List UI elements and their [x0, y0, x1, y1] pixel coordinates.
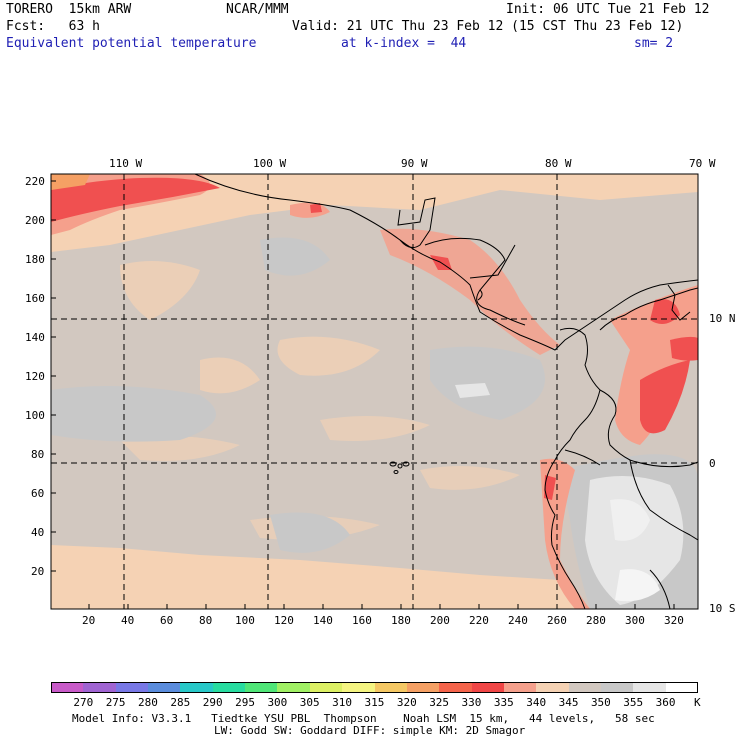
physics-info: LW: Godd SW: Goddard DIFF: simple KM: 2D… [214, 724, 526, 737]
x-tick: 140 [313, 614, 333, 627]
colorbar-label: 290 [202, 696, 223, 709]
model-info: Model Info: V3.3.1 Tiedtke YSU PBL Thomp… [72, 712, 655, 725]
theta-e-field [51, 174, 698, 609]
lat-label-0: 0 [709, 457, 716, 470]
colorbar-label: 295 [235, 696, 255, 709]
x-tick: 80 [199, 614, 213, 627]
field-name: Equivalent potential temperature [6, 36, 257, 51]
y-tick: 60 [31, 487, 45, 500]
x-tick: 100 [235, 614, 255, 627]
colorbar-swatch [471, 682, 505, 693]
y-tick: 20 [31, 565, 45, 578]
init-time: Init: 06 UTC Tue 21 Feb 12 [506, 2, 710, 17]
colorbar-label: 300 [267, 696, 288, 709]
colorbar-swatch [212, 682, 246, 693]
colorbar-swatch [665, 682, 699, 693]
x-tick: 60 [160, 614, 174, 627]
colorbar-label: 285 [170, 696, 191, 709]
org-label: NCAR/MMM [226, 2, 289, 17]
colorbar-swatch [374, 682, 408, 693]
colorbar-label: 310 [332, 696, 353, 709]
colorbar-label: 275 [105, 696, 126, 709]
colorbar-swatch [568, 682, 602, 693]
colorbar-swatch [83, 682, 117, 693]
x-tick: 240 [508, 614, 528, 627]
galapagos-islands [389, 461, 410, 474]
colorbar-label: 355 [623, 696, 644, 709]
map-frame [50, 173, 699, 610]
colorbar-label: 315 [364, 696, 385, 709]
colorbar-label: 320 [396, 696, 417, 709]
colorbar-swatch [406, 682, 440, 693]
y-tick: 80 [31, 448, 45, 461]
y-tick: 160 [25, 292, 45, 305]
colorbar-swatch [309, 682, 343, 693]
colorbar-swatch [245, 682, 279, 693]
x-tick: 300 [625, 614, 645, 627]
colorbar-swatch [633, 682, 667, 693]
y-tick: 200 [25, 214, 45, 227]
y-tick: 180 [25, 253, 45, 266]
x-tick: 160 [352, 614, 372, 627]
forecast-hour: Fcst: 63 h [6, 19, 100, 34]
lat-label-10s: 10 S [709, 602, 736, 615]
colorbar-swatch [503, 682, 537, 693]
colorbar-label: 345 [558, 696, 579, 709]
x-tick: 200 [430, 614, 450, 627]
lon-label-90w: 90 W [401, 157, 428, 170]
tick-marks [51, 180, 675, 609]
y-tick: 140 [25, 331, 45, 344]
x-tick: 280 [586, 614, 606, 627]
colorbar-label: 340 [526, 696, 547, 709]
lon-label-100w: 100 W [253, 157, 287, 170]
colorbar-label: K [694, 696, 701, 709]
colorbar-label: 325 [429, 696, 450, 709]
colorbar-swatch [600, 682, 634, 693]
lon-label-70w: 70 W [689, 157, 716, 170]
model-title: TORERO 15km ARW [6, 2, 132, 17]
y-tick: 120 [25, 370, 45, 383]
colorbar-swatch [115, 682, 149, 693]
y-tick: 100 [25, 409, 45, 422]
x-tick: 260 [547, 614, 567, 627]
x-tick: 120 [274, 614, 294, 627]
colorbar-label: 335 [493, 696, 514, 709]
x-tick: 320 [664, 614, 684, 627]
colorbar-swatch [342, 682, 376, 693]
colorbar-label: 270 [73, 696, 94, 709]
colorbar-swatch [51, 682, 84, 693]
y-tick: 40 [31, 526, 45, 539]
colorbar-label: 330 [461, 696, 482, 709]
x-tick: 20 [82, 614, 96, 627]
graticule [51, 174, 698, 609]
x-tick: 220 [469, 614, 489, 627]
colorbar-label: 350 [590, 696, 611, 709]
valid-time: Valid: 21 UTC Thu 23 Feb 12 (15 CST Thu … [292, 19, 684, 34]
y-tick: 220 [25, 175, 45, 188]
smoothing-label: sm= 2 [634, 36, 674, 51]
lon-label-110w: 110 W [109, 157, 143, 170]
colorbar-swatch [180, 682, 214, 693]
lat-label-10n: 10 N [709, 312, 736, 325]
colorbar-swatch [277, 682, 311, 693]
colorbar-label: 280 [138, 696, 158, 709]
x-tick: 40 [121, 614, 135, 627]
lon-label-80w: 80 W [545, 157, 572, 170]
level-label: at k-index = 44 [341, 36, 467, 51]
x-tick: 180 [391, 614, 411, 627]
colorbar-label: 360 [655, 696, 676, 709]
colorbar-label: 305 [299, 696, 320, 709]
colorbar-swatch [439, 682, 473, 693]
colorbar-swatch [148, 682, 182, 693]
coastlines [194, 174, 698, 609]
colorbar-swatch [536, 682, 570, 693]
